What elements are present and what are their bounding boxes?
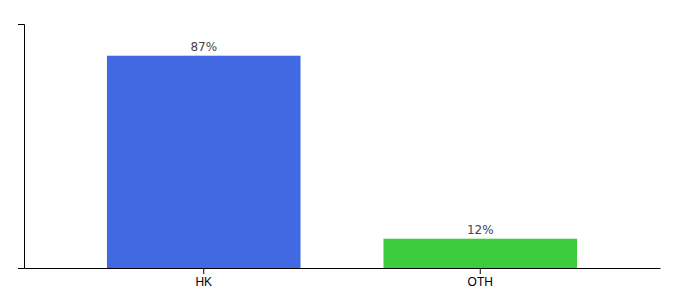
data-label: 87% [190, 40, 217, 54]
x-tick-label: OTH [468, 275, 493, 289]
y-axis-line [18, 25, 25, 269]
x-tick: OTH [468, 268, 493, 289]
plot: HK OTH 87% 12% [18, 25, 661, 289]
x-axis: HK OTH [25, 268, 661, 289]
x-tick-mark [480, 268, 481, 274]
bar [107, 56, 301, 268]
x-tick-label: HK [195, 275, 212, 289]
bar [383, 239, 577, 268]
chart: HK OTH 87% 12% [0, 0, 680, 300]
x-tick-mark [203, 268, 204, 274]
data-labels: 87% 12% [190, 40, 493, 237]
x-axis-line [25, 268, 661, 269]
bars [107, 56, 577, 268]
x-tick: HK [195, 268, 212, 289]
y-axis [18, 25, 25, 269]
data-label: 12% [467, 223, 494, 237]
